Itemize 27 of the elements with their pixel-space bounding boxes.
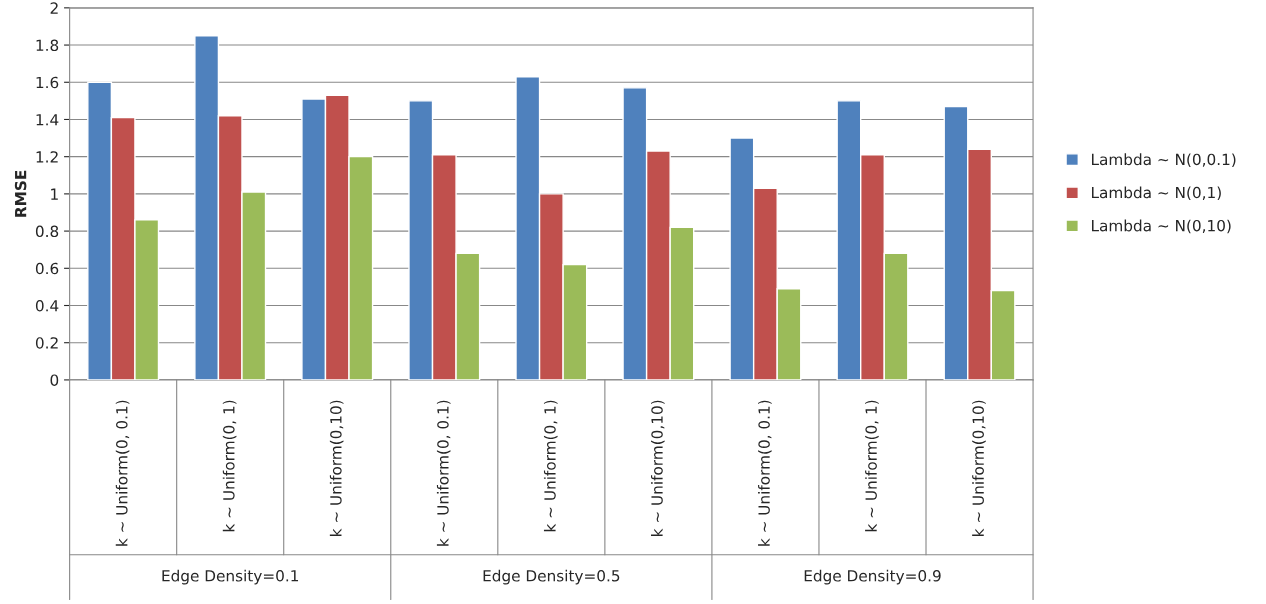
text: Edge Density=0.5 bbox=[483, 569, 620, 585]
legend-label: Lambda ~ N(0,10) bbox=[1092, 219, 1231, 234]
y-tick-label: 1 bbox=[51, 188, 58, 200]
x-tick-label: k ~ Uniform(0,10) bbox=[972, 400, 986, 536]
x-tick-label: k ~ Uniform(0,10) bbox=[329, 400, 344, 536]
y-tick-label: 0 bbox=[50, 374, 59, 386]
y-tick-label: 1.8 bbox=[36, 39, 59, 52]
y-tick-label: 0.4 bbox=[35, 299, 59, 312]
x-tick-label: k ~ Uniform(0,10) bbox=[651, 400, 665, 536]
legend-label: Lambda ~ N(0,1) bbox=[1092, 186, 1221, 201]
text: Edge Density=0.9 bbox=[804, 569, 941, 585]
x-tick-label: k ~ Uniform(0, 1) bbox=[543, 400, 558, 532]
x-tick-label: k ~ Uniform(0, 0.1) bbox=[115, 400, 130, 546]
y-tick-label: 0.2 bbox=[35, 337, 58, 349]
y-tick-label: 1.6 bbox=[36, 76, 59, 89]
x-tick-label: k ~ Uniform(0, 1) bbox=[865, 400, 879, 532]
y-tick-label: 1.2 bbox=[36, 151, 58, 163]
y-tick-label: 2 bbox=[50, 2, 58, 14]
y-tick-label: 0.8 bbox=[35, 225, 59, 238]
y-axis-title: RMSE bbox=[14, 170, 27, 217]
legend-label: Lambda ~ N(0,0.1) bbox=[1092, 153, 1236, 167]
x-tick-label: k ~ Uniform(0, 1) bbox=[222, 400, 237, 532]
x-tick-label: k ~ Uniform(0, 0.1) bbox=[436, 400, 451, 546]
y-tick-label: 1.4 bbox=[36, 114, 59, 126]
text: Edge Density=0.1 bbox=[162, 569, 299, 585]
x-tick-label: k ~ Uniform(0, 0.1) bbox=[758, 400, 772, 546]
y-tick-label: 0.6 bbox=[35, 262, 59, 275]
